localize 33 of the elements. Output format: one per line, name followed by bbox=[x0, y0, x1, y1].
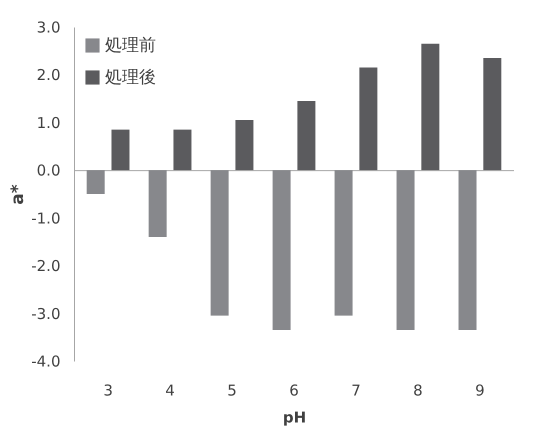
x-tick-label: 4 bbox=[165, 382, 175, 400]
bar bbox=[148, 170, 167, 237]
y-tick-label: 0.0 bbox=[36, 162, 60, 180]
bar bbox=[210, 170, 229, 316]
bar bbox=[421, 44, 440, 170]
y-tick-label: 2.0 bbox=[36, 66, 60, 84]
y-tick-label: -4.0 bbox=[31, 352, 60, 370]
x-axis-title: pH bbox=[282, 408, 306, 426]
y-tick-label: -2.0 bbox=[31, 257, 60, 276]
y-tick-label: -3.0 bbox=[31, 304, 60, 323]
legend-label: 処理前 bbox=[105, 36, 156, 56]
y-tick-label: -1.0 bbox=[31, 209, 60, 228]
bar bbox=[235, 120, 254, 170]
bar bbox=[334, 170, 353, 316]
x-tick-label: 3 bbox=[103, 382, 113, 400]
bar bbox=[86, 170, 105, 194]
x-tick-label: 6 bbox=[289, 382, 299, 400]
bar bbox=[111, 130, 130, 170]
y-tick-label: 3.0 bbox=[36, 18, 60, 36]
bar bbox=[173, 130, 192, 170]
bar bbox=[458, 170, 477, 330]
y-tick-label: 1.0 bbox=[36, 114, 60, 132]
bar bbox=[297, 100, 316, 170]
x-tick-label: 5 bbox=[227, 382, 237, 400]
bar bbox=[359, 68, 378, 170]
y-axis-title: a* bbox=[8, 184, 28, 205]
legend-label: 処理後 bbox=[105, 68, 156, 88]
x-tick-label: 7 bbox=[351, 382, 361, 400]
bar bbox=[483, 58, 502, 170]
bar bbox=[396, 170, 415, 330]
x-tick-label: 9 bbox=[475, 382, 485, 400]
x-tick-label: 8 bbox=[413, 382, 423, 400]
bar bbox=[272, 170, 291, 330]
